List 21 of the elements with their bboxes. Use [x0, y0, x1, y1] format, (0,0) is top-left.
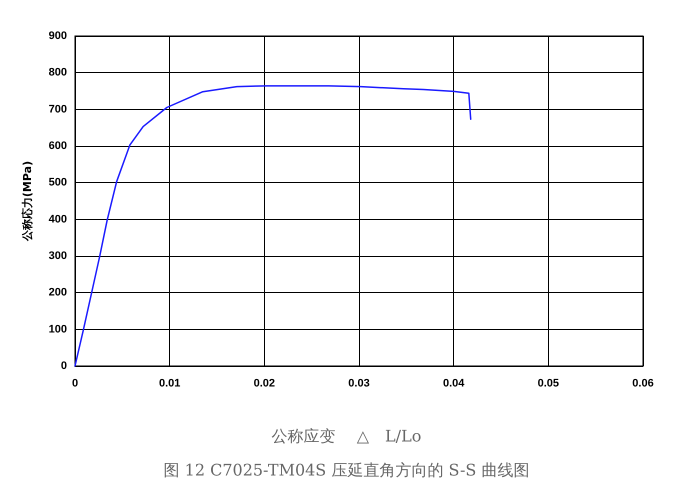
y-tick-label: 600: [48, 140, 67, 152]
x-axis-title: 公称应变 △ L/Lo: [272, 426, 422, 446]
x-tick-label: 0.06: [632, 378, 654, 390]
y-tick-label: 500: [48, 176, 67, 189]
line-series: [74, 85, 472, 367]
x-tick-label: 0.01: [158, 378, 180, 390]
y-tick-label: 0: [60, 360, 67, 372]
y-tick-label: 300: [48, 250, 67, 262]
caption: 图 12 C7025-TM04S 压延直角方向的 S-S 曲线图: [164, 460, 530, 480]
x-tick-label: 0: [72, 378, 78, 390]
y-tick-label: 700: [48, 103, 67, 116]
x-tick-label: 0.05: [538, 378, 560, 390]
y-tick-label: 200: [48, 286, 67, 299]
y-axis-title: 公称応力(MPa): [21, 160, 34, 242]
x-tick-label: 0.03: [348, 378, 370, 390]
x-tick-label: 0.02: [254, 378, 276, 390]
y-tick-label: 400: [48, 213, 67, 226]
y-tick-label: 900: [48, 30, 67, 42]
y-tick-label: 100: [48, 323, 67, 336]
y-tick-label: 800: [48, 66, 67, 79]
x-tick-label: 0.04: [442, 378, 466, 390]
